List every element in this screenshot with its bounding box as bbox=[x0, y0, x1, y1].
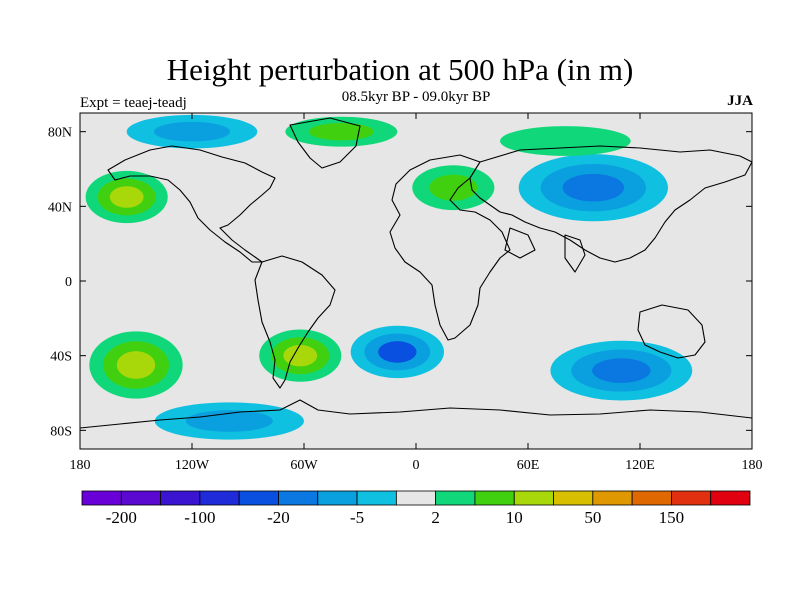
lon-tick-label: 120E bbox=[625, 458, 655, 473]
lon-tick-label: 0 bbox=[413, 458, 420, 473]
colorbar-label: 150 bbox=[659, 508, 685, 527]
coastline-antarctica bbox=[80, 399, 752, 429]
coastline-australia bbox=[637, 304, 706, 359]
lat-tick-label: 40N bbox=[48, 200, 72, 215]
colorbar-box bbox=[513, 490, 554, 506]
lat-tick-label: 80N bbox=[48, 126, 72, 141]
colorbar-box bbox=[553, 490, 594, 506]
coastline-arabia-india bbox=[504, 227, 586, 273]
colorbar-label: 2 bbox=[431, 508, 440, 527]
contour-level bbox=[283, 344, 318, 367]
time-range-subtitle: 08.5kyr BP - 09.0kyr BP bbox=[341, 89, 491, 105]
contour-region-11 bbox=[499, 126, 631, 156]
season-label: JJA bbox=[727, 93, 753, 109]
colorbar-label: 50 bbox=[584, 508, 601, 527]
colorbar-box bbox=[278, 490, 319, 506]
contour-level bbox=[429, 174, 478, 201]
experiment-label: Expt = teaej-teadj bbox=[80, 95, 187, 111]
colorbar-box bbox=[592, 490, 633, 506]
latitude-axis: 80N 40N 0 40S 80S bbox=[48, 126, 752, 439]
plot-title: Height perturbation at 500 hPa (in m) bbox=[166, 52, 634, 87]
contour-region-3 bbox=[259, 329, 342, 382]
lon-tick-label: 60W bbox=[290, 458, 318, 473]
colorbar-box bbox=[81, 490, 122, 506]
contour-level bbox=[562, 173, 625, 202]
contour-region-5 bbox=[518, 154, 668, 222]
coastline-north-america bbox=[107, 145, 276, 263]
contour-level bbox=[153, 121, 231, 142]
contour-level bbox=[499, 126, 631, 156]
lon-tick-label: 180 bbox=[70, 458, 91, 473]
colorbar-box bbox=[671, 490, 712, 506]
contour-region-8 bbox=[126, 114, 258, 149]
lat-tick-label: 80S bbox=[50, 424, 72, 439]
coastline-asia bbox=[469, 145, 752, 263]
colorbar-box bbox=[356, 490, 397, 506]
colorbar-label: -5 bbox=[350, 508, 364, 527]
lat-tick-label: 0 bbox=[65, 275, 72, 290]
colorbar-label: -100 bbox=[184, 508, 215, 527]
lat-tick-label: 40S bbox=[50, 350, 72, 365]
coastline-europe-africa bbox=[389, 154, 511, 341]
contour-region-1 bbox=[85, 170, 168, 224]
lon-tick-label: 120W bbox=[175, 458, 210, 473]
colorbar-label: -20 bbox=[267, 508, 290, 527]
lon-tick-label: 180 bbox=[742, 458, 763, 473]
colorbar-box bbox=[395, 490, 437, 506]
coastline-south-america bbox=[254, 255, 336, 389]
contour-region-7 bbox=[550, 340, 693, 401]
colorbar-label: -200 bbox=[106, 508, 137, 527]
contour-level bbox=[109, 186, 144, 208]
lon-tick-label: 60E bbox=[517, 458, 540, 473]
colorbar-box bbox=[120, 490, 161, 506]
contour-region-2 bbox=[89, 331, 183, 399]
colorbar-box bbox=[631, 490, 672, 506]
colorbar-box bbox=[160, 490, 201, 506]
contour-level bbox=[378, 341, 417, 363]
colorbar-box bbox=[238, 490, 279, 506]
contour-region-4 bbox=[412, 165, 495, 211]
coastlines bbox=[80, 117, 752, 429]
colorbar-box bbox=[710, 490, 751, 506]
contour-region-6 bbox=[350, 325, 445, 379]
coastline-greenland bbox=[289, 117, 361, 169]
contour-level bbox=[592, 358, 651, 383]
colorbar-label: 10 bbox=[506, 508, 523, 527]
colorbar-box bbox=[474, 490, 515, 506]
colorbar-box bbox=[199, 490, 240, 506]
contour-level bbox=[116, 351, 156, 379]
colorbar-box bbox=[317, 490, 358, 506]
contour-fill-layer bbox=[85, 114, 693, 440]
colorbar-box bbox=[435, 490, 476, 506]
longitude-axis: 180 120W 60W 0 60E 120E 180 bbox=[70, 113, 763, 473]
